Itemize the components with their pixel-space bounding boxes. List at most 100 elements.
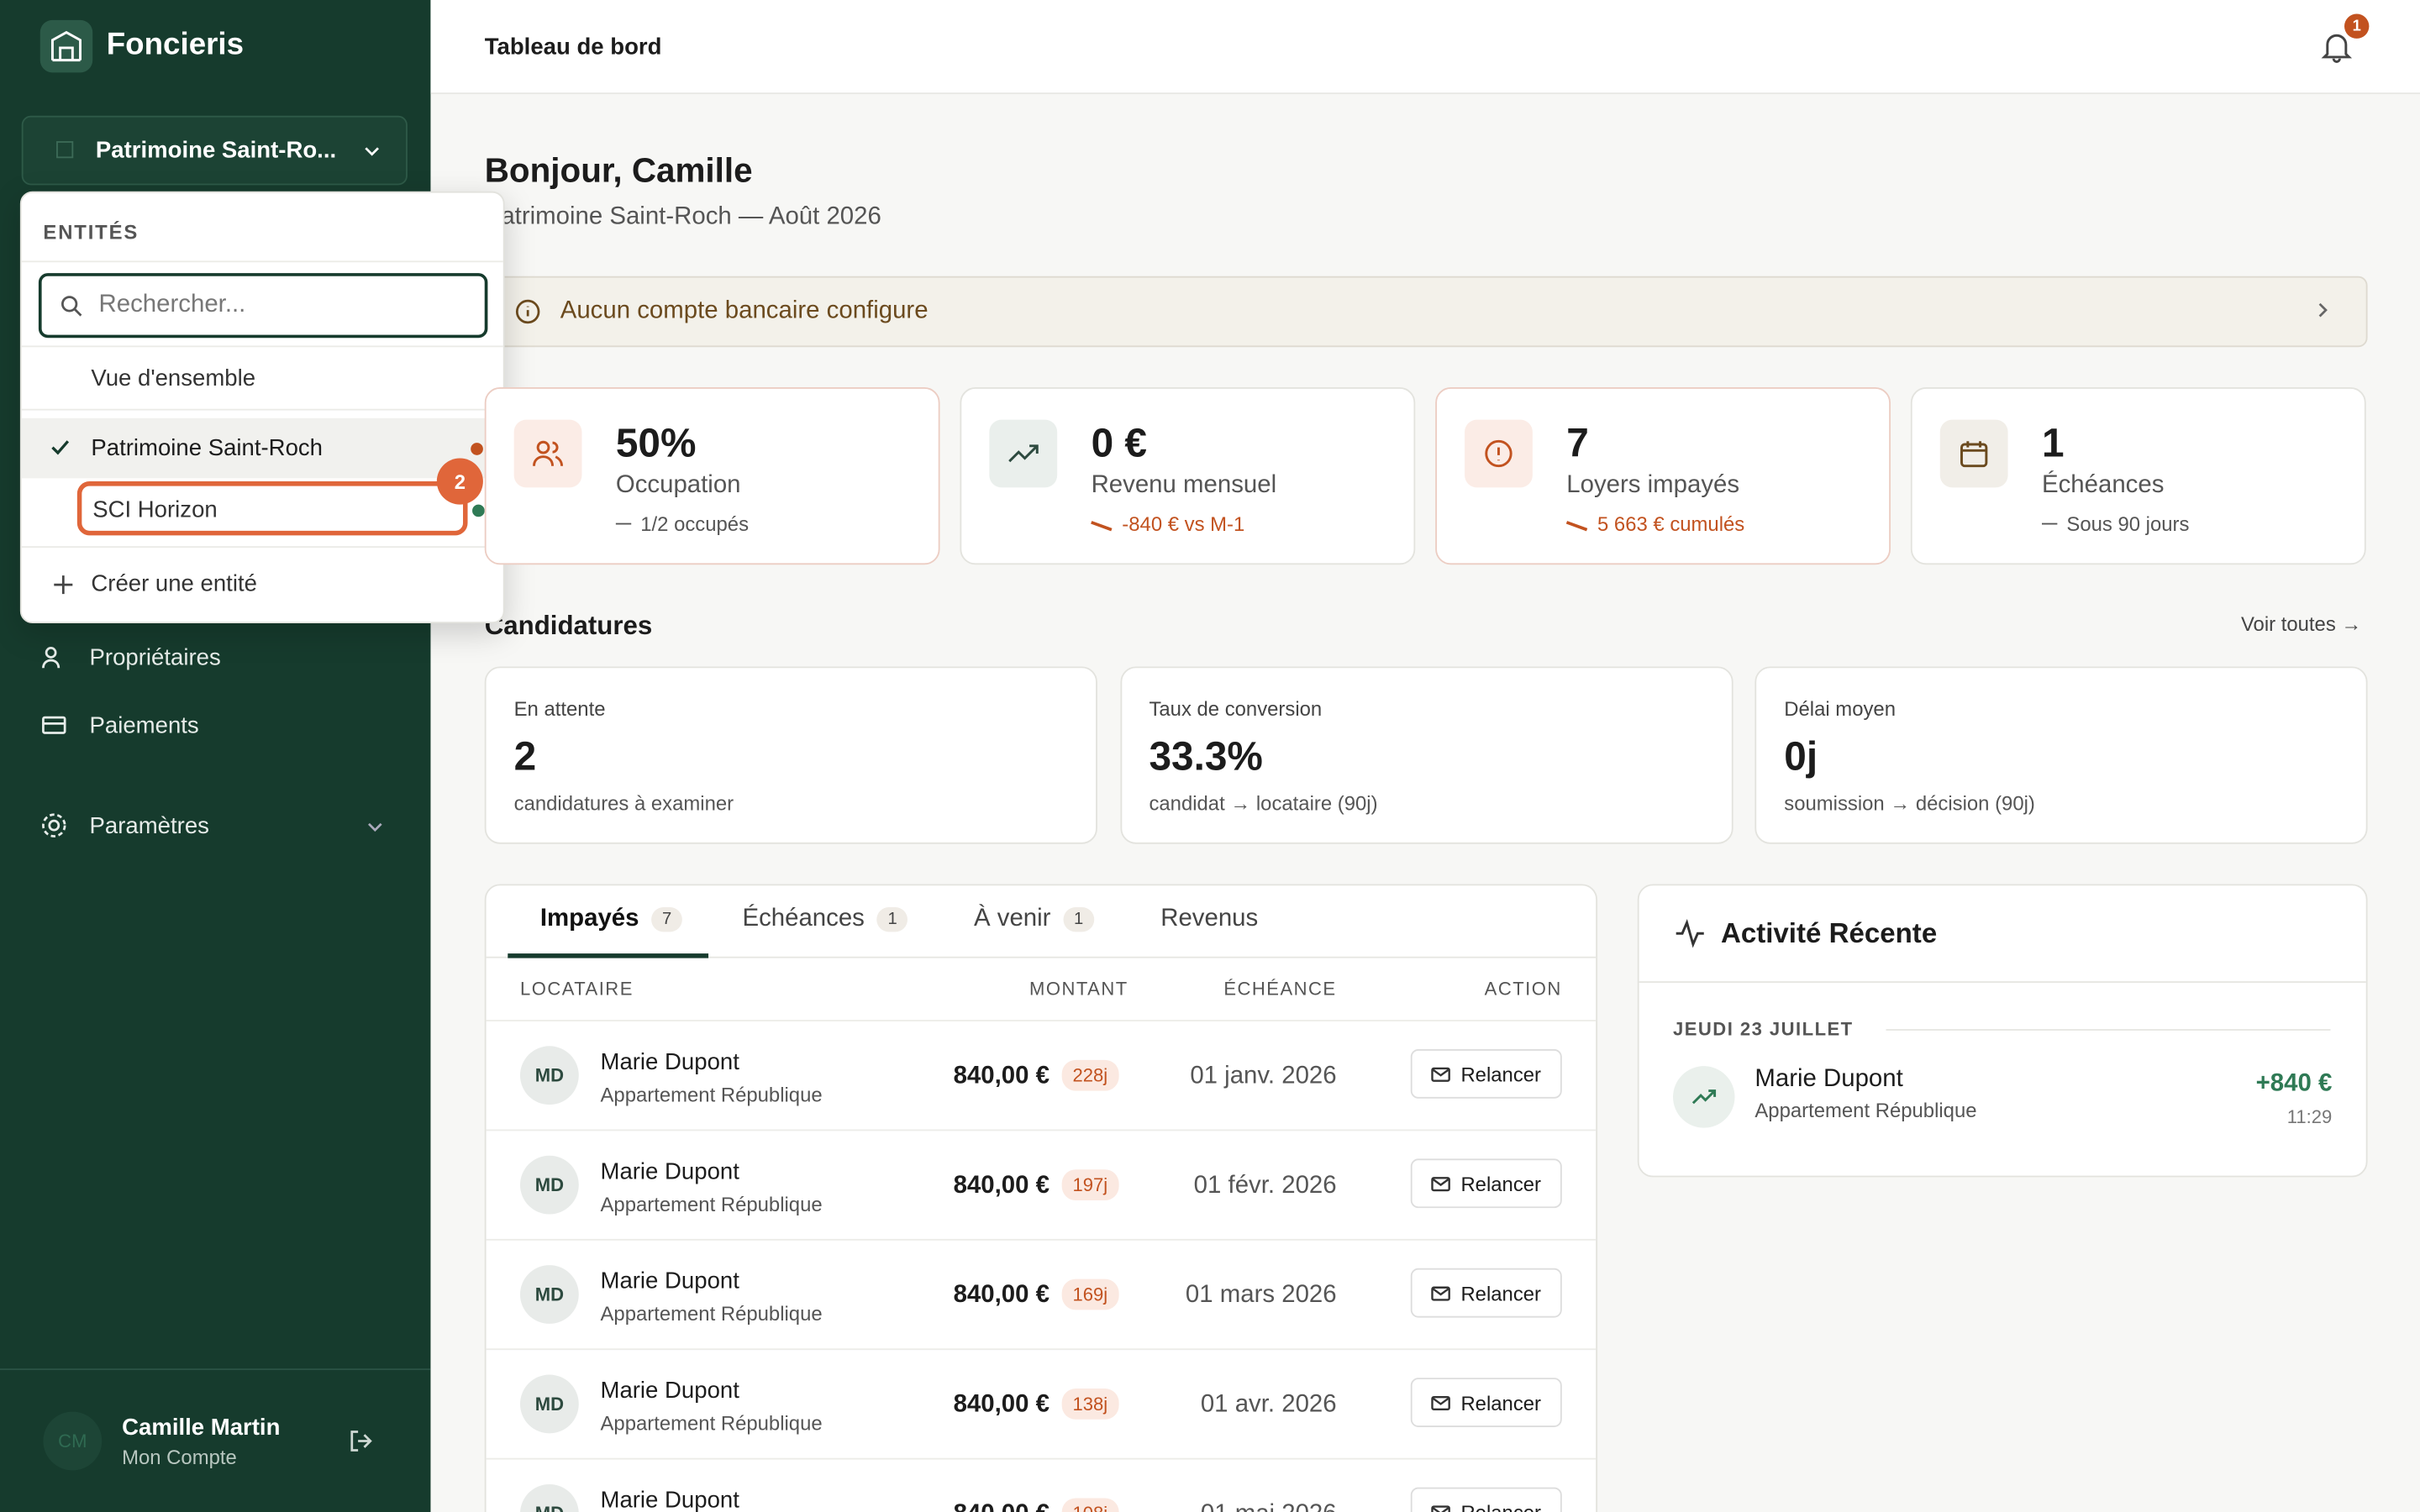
create-entity[interactable]: Créer une entité <box>91 570 257 597</box>
option-label: SCI Horizon <box>92 496 218 523</box>
trend-icon <box>1565 517 1589 531</box>
tenant-property: Appartement République <box>600 1411 823 1436</box>
amount: 840,00 € <box>954 1501 1050 1512</box>
dropdown-option-selected[interactable]: Patrimoine Saint-Roch <box>21 417 503 479</box>
nav-item[interactable]: Paiements <box>40 711 199 739</box>
activity-time: 11:29 <box>2286 1105 2333 1128</box>
remind-button[interactable]: Relancer <box>1410 1158 1562 1209</box>
dropdown-option-highlight[interactable]: SCI Horizon <box>76 481 468 536</box>
button-label: Relancer <box>1460 1500 1541 1512</box>
activity-amount: +840 € <box>2255 1070 2333 1097</box>
logo <box>39 19 93 73</box>
step-badge: 2 <box>436 458 483 505</box>
button-label: Relancer <box>1460 1281 1542 1305</box>
trend-icon <box>1091 517 1113 531</box>
status-dot <box>472 504 485 517</box>
tab[interactable]: À venir 1 <box>974 906 1095 933</box>
tab-label: Revenus <box>1160 906 1259 932</box>
tab-count: 1 <box>876 907 908 932</box>
header: Tableau de bord 1 <box>430 0 2420 95</box>
payments-panel: Impayés 7 Échéances 1 À venir 1 Revenus LOCATAI… <box>484 884 1598 1512</box>
tab-label: Impayés <box>539 906 639 932</box>
activity-date: JEUDI 23 JUILLET <box>1673 1018 1854 1040</box>
notification-bell[interactable] <box>2320 29 2354 63</box>
card-note: soumission → décision (90j) <box>1784 791 2035 815</box>
stat-label: Échéances <box>2042 472 2165 499</box>
stat-label: Occupation <box>615 472 741 499</box>
stat-card: 7 Loyers impayés 5 663 € cumulés <box>1435 387 1891 565</box>
remind-button[interactable]: Relancer <box>1410 1048 1562 1099</box>
tenant-property: Appartement République <box>600 1192 823 1216</box>
alert[interactable]: Aucun compte bancaire configure <box>484 276 2368 348</box>
note-text: 5 663 € cumulés <box>1597 512 1745 536</box>
greeting-subtitle: Patrimoine Saint-Roch — Août 2026 <box>484 203 881 230</box>
user-account: Mon Compte <box>122 1446 237 1469</box>
tab[interactable]: Revenus <box>1160 906 1258 933</box>
note-text: 1/2 occupés <box>640 512 750 536</box>
button-label: Relancer <box>1460 1062 1542 1086</box>
option-label: Patrimoine Saint-Roch <box>91 434 324 462</box>
tenant-avatar: MD <box>519 1265 579 1324</box>
chevron <box>368 822 382 832</box>
see-all-link[interactable]: Voir toutes → <box>2240 612 2362 636</box>
tenant-name: Marie Dupont <box>600 1268 739 1295</box>
nav-item[interactable]: Paramètres <box>40 811 209 839</box>
entity-dropdown: ENTITÉS Rechercher... Vue d'ensemble Pat… <box>19 191 505 624</box>
remind-button[interactable]: Relancer <box>1410 1378 1562 1427</box>
activity-title: Activité Récente <box>1720 917 1938 949</box>
mail-icon <box>1432 1176 1451 1191</box>
remind-button[interactable]: Relancer <box>1410 1487 1562 1512</box>
nav-item[interactable]: Propriétaires <box>40 643 221 671</box>
amount: 840,00 € <box>953 1282 1050 1309</box>
overdue-days: 138j <box>1061 1389 1119 1420</box>
logout-button[interactable] <box>347 1427 375 1455</box>
tenant-property: Appartement République <box>600 1302 823 1326</box>
tenant-name: Marie Dupont <box>600 1158 739 1185</box>
card-label: Délai moyen <box>1784 697 1896 721</box>
mail-icon <box>1432 1066 1451 1081</box>
column-header: MONTANT <box>1029 978 1128 1000</box>
button-label: Relancer <box>1460 1390 1542 1415</box>
mail-icon <box>1432 1395 1451 1410</box>
alert-text: Aucun compte bancaire configure <box>560 297 929 324</box>
column-header: ACTION <box>1484 978 1562 1000</box>
button-label: Relancer <box>1460 1172 1542 1195</box>
tab[interactable]: Impayés 7 <box>539 906 683 933</box>
remind-button[interactable]: Relancer <box>1410 1268 1562 1318</box>
tenant-avatar: MD <box>519 1046 579 1105</box>
stat-value: 1 <box>2042 419 2065 466</box>
tenant-property: Appartement République <box>600 1083 823 1106</box>
divider <box>21 345 503 348</box>
tenant-name: Marie Dupont <box>600 1378 739 1404</box>
nav-label: Propriétaires <box>89 643 221 671</box>
tab[interactable]: Échéances 1 <box>742 906 908 933</box>
entity-selector[interactable]: Patrimoine Saint-Ro... <box>21 115 408 186</box>
activity-property: Appartement République <box>1754 1098 1977 1122</box>
overdue-days: 169j <box>1061 1278 1119 1310</box>
tab-count: 7 <box>651 907 683 932</box>
tab-indicator <box>508 953 709 958</box>
greeting-title: Bonjour, Camille <box>484 151 753 190</box>
user-bar <box>0 1368 431 1512</box>
column-header: ÉCHÉANCE <box>1223 978 1337 1000</box>
mail-icon <box>1432 1285 1451 1300</box>
card-value: 0j <box>1784 732 1818 780</box>
column-header: LOCATAIRE <box>519 978 634 1000</box>
card-label: Taux de conversion <box>1149 697 1323 721</box>
tab-label: Échéances <box>742 906 865 932</box>
dropdown-option[interactable]: Vue d'ensemble <box>91 365 256 392</box>
search-input[interactable]: Rechercher... <box>38 273 488 339</box>
tenant-avatar: MD <box>519 1155 579 1215</box>
search-placeholder: Rechercher... <box>98 291 246 318</box>
candidature-card: Taux de conversion 33.3% candidat → locata… <box>1119 666 1733 844</box>
activity-panel: Activité Récente JEUDI 23 JUILLET Marie … <box>1637 884 2368 1178</box>
due-date: 01 janv. 2026 <box>1190 1063 1337 1089</box>
status-dot <box>471 443 483 455</box>
tab-count: 1 <box>1063 907 1095 932</box>
mail-icon <box>1432 1504 1451 1512</box>
user-name: Camille Martin <box>122 1415 281 1441</box>
